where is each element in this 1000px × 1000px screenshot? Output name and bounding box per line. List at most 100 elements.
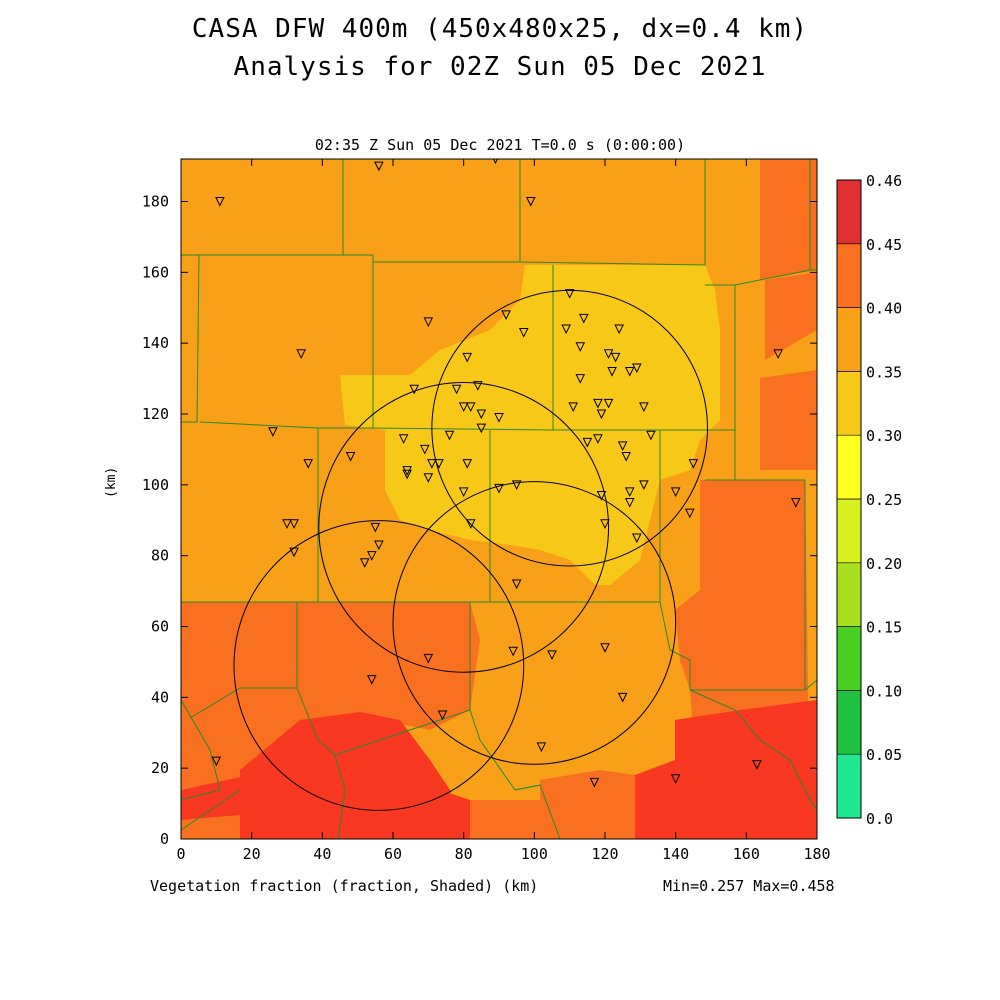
station-marker	[624, 487, 635, 498]
station-marker	[476, 409, 487, 420]
y-axis: 0 20 40 60 80 100 120 140 160 180	[142, 193, 817, 848]
station-marker	[458, 487, 469, 498]
valid-time-label: 02:35 Z Sun 05 Dec 2021 T=0.0 s (0:00:00…	[314, 136, 686, 154]
colorbar-segment	[836, 562, 862, 627]
vegetation-field	[181, 159, 817, 839]
x-tick-label: 0	[176, 845, 185, 863]
station-marker	[501, 310, 511, 320]
colorbar-label: 0.25	[866, 491, 902, 509]
y-tick-label: 80	[151, 547, 169, 565]
station-marker	[423, 653, 434, 664]
y-tick-label: 160	[142, 263, 169, 281]
station-marker	[434, 459, 444, 469]
station-marker	[366, 675, 377, 685]
station-marker	[624, 367, 635, 377]
station-marker	[631, 363, 642, 374]
station-marker	[374, 161, 384, 172]
radar-coverage-circles	[233, 289, 708, 811]
station-marker	[494, 413, 504, 423]
x-tick-label: 120	[591, 845, 618, 863]
station-marker	[472, 381, 483, 391]
y-tick-label: 20	[151, 759, 169, 777]
station-marker	[296, 349, 306, 359]
station-marker	[462, 459, 473, 469]
colorbar-segment	[836, 243, 862, 308]
station-marker	[582, 437, 593, 448]
station-marker	[211, 756, 222, 767]
y-tick-label: 120	[142, 405, 169, 423]
colorbar-label: 0.0	[866, 810, 893, 828]
station-marker	[370, 522, 381, 533]
radar-circle-3	[392, 481, 677, 765]
radar-circle-1	[431, 289, 708, 567]
station-marker	[494, 483, 504, 494]
station-marker	[366, 551, 377, 561]
station-markers	[211, 159, 801, 788]
y-tick-label: 140	[142, 334, 169, 352]
x-tick-label: 40	[313, 845, 331, 863]
station-marker	[359, 558, 370, 568]
map-analysis-time: Analysis for 02Z Sun 05 Dec 2021	[233, 52, 767, 82]
station-marker	[289, 519, 299, 529]
station-marker	[596, 409, 607, 420]
station-marker	[600, 643, 610, 653]
y-tick-label: 100	[142, 476, 169, 494]
colorbar-segment	[836, 371, 862, 436]
colorbar-segment	[836, 753, 862, 819]
station-marker	[511, 480, 522, 490]
colorbar-segment	[836, 498, 862, 564]
station-marker	[684, 508, 695, 519]
x-tick-label: 60	[384, 845, 402, 863]
colorbar-label: 0.35	[866, 363, 902, 381]
station-marker	[518, 328, 529, 338]
station-marker	[458, 402, 469, 413]
station-marker	[215, 197, 225, 207]
x-tick-label: 100	[521, 845, 548, 863]
station-marker	[639, 480, 649, 490]
colorbar-segment-top	[836, 179, 862, 244]
colorbar-segment	[836, 307, 862, 372]
station-marker	[603, 349, 614, 359]
colorbar-segment	[836, 690, 862, 755]
station-marker	[282, 519, 292, 529]
colorbar-segment	[836, 434, 862, 500]
station-marker	[596, 490, 607, 501]
station-marker	[451, 384, 462, 395]
colorbar-label: 0.10	[866, 682, 902, 700]
station-marker	[688, 459, 699, 469]
station-marker	[547, 650, 557, 660]
station-marker	[646, 430, 656, 441]
y-tick-label: 0	[160, 830, 169, 848]
station-marker	[345, 452, 356, 462]
station-marker	[437, 710, 448, 721]
station-marker	[593, 434, 603, 444]
station-marker	[476, 423, 487, 434]
station-marker	[398, 434, 409, 444]
station-marker	[593, 398, 603, 409]
radar-circle-2	[318, 381, 610, 673]
station-marker	[670, 487, 681, 498]
station-marker	[536, 742, 547, 753]
x-axis: 0 20 40 60 80 100 120 140 160 180	[176, 159, 831, 863]
station-marker	[568, 402, 579, 413]
station-marker	[525, 197, 536, 207]
station-marker	[374, 540, 384, 551]
field-label: Vegetation fraction (fraction, Shaded) (…	[150, 877, 539, 895]
station-marker	[511, 579, 522, 590]
x-tick-label: 20	[243, 845, 261, 863]
station-marker	[752, 760, 762, 770]
station-marker	[589, 777, 600, 788]
x-tick-label: 180	[803, 845, 830, 863]
station-marker	[610, 352, 621, 363]
station-marker	[419, 444, 430, 455]
station-marker	[614, 324, 624, 335]
x-tick-label: 160	[733, 845, 760, 863]
station-marker	[564, 289, 575, 299]
station-marker	[600, 519, 610, 529]
colorbar: 0.0 0.05 0.10 0.15 0.20 0.25 0.30 0.35 0.40 0.45 0…	[836, 172, 902, 828]
colorbar-label: 0.20	[866, 555, 902, 573]
colorbar-label: 0.46	[866, 172, 902, 190]
station-marker	[427, 459, 437, 469]
radar-circle-4	[233, 520, 525, 811]
